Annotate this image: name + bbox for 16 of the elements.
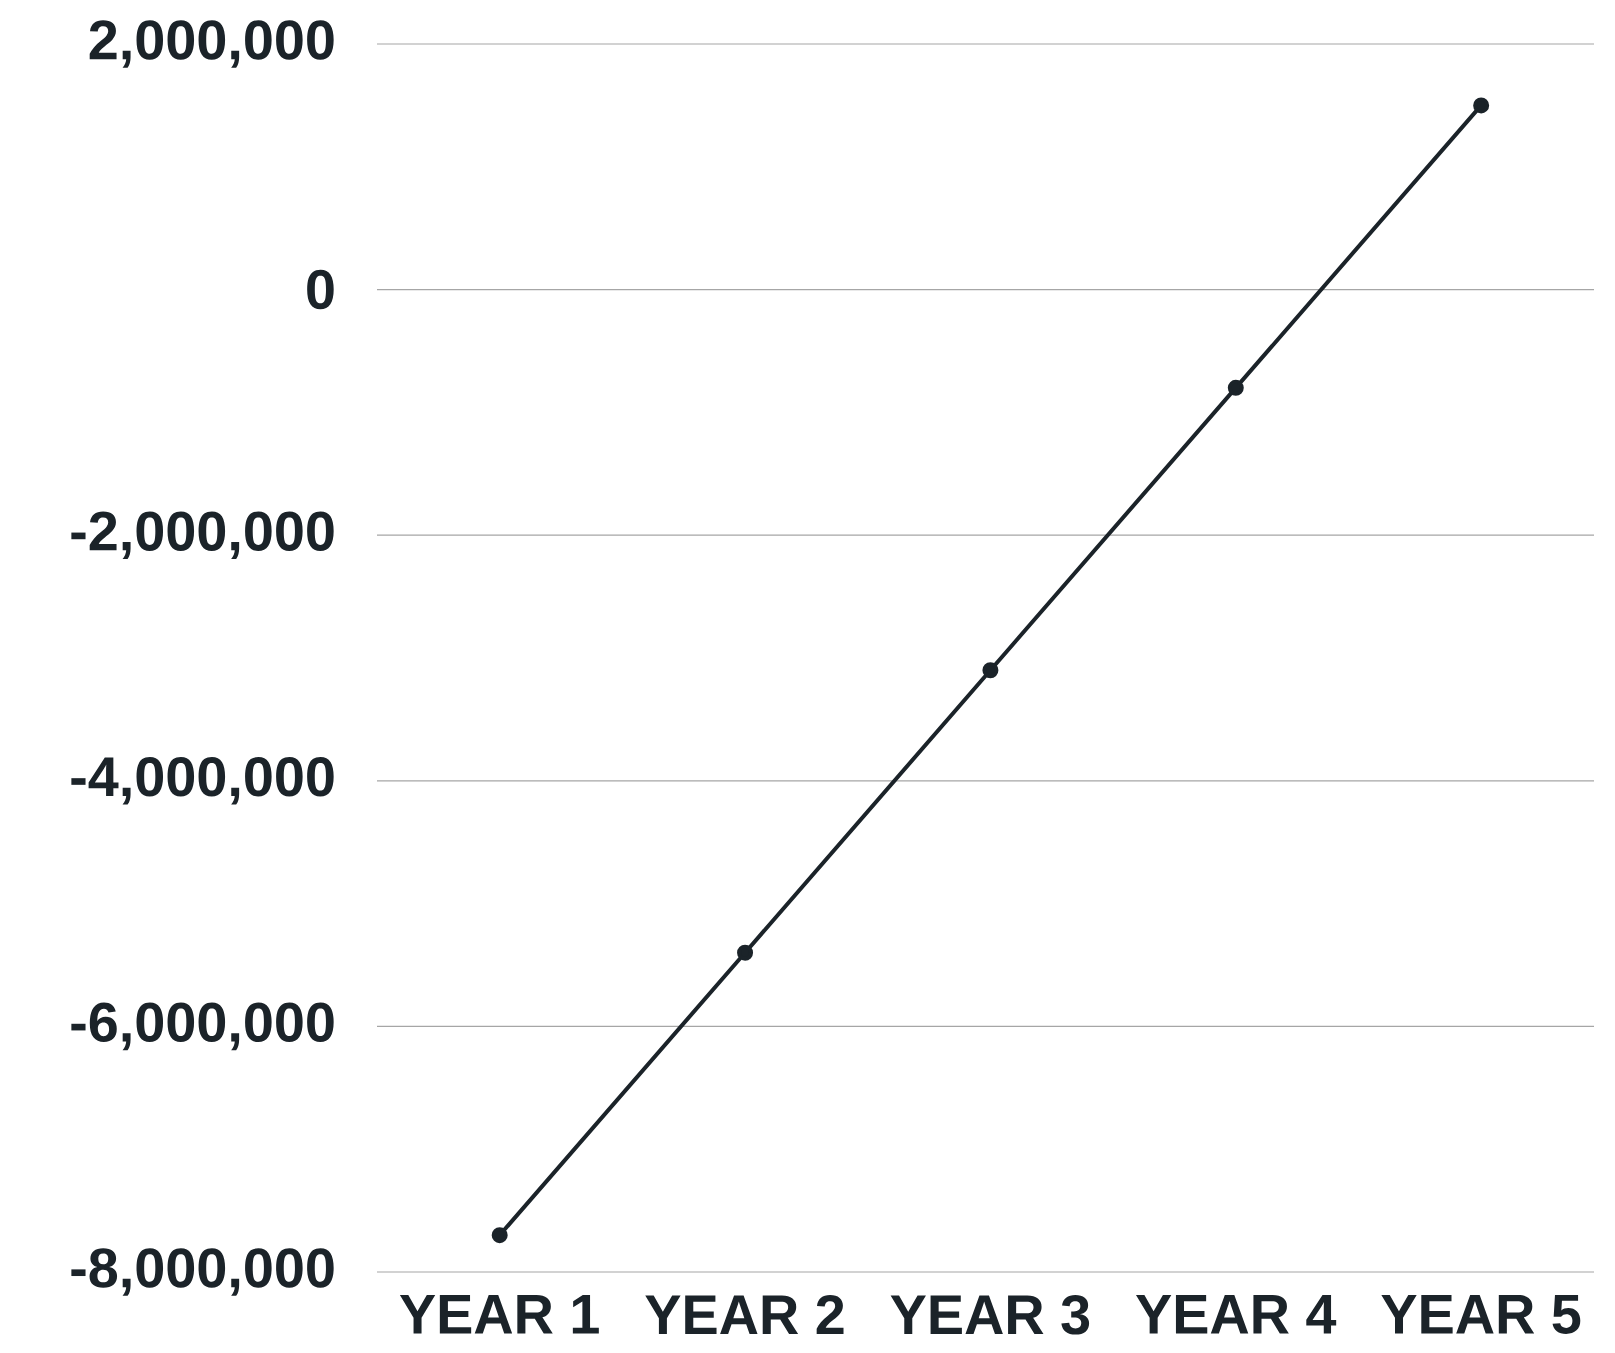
y-tick-label: -8,000,000	[71, 1248, 334, 1296]
y-tick-label: 0	[307, 269, 334, 310]
y-tick-label: -4,000,000	[71, 757, 334, 805]
x-tick-label: YEAR 5	[1381, 1295, 1581, 1334]
point	[491, 1227, 508, 1244]
point	[1227, 379, 1244, 396]
x-tick-label: YEAR 3	[890, 1295, 1090, 1335]
x-tick-label: YEAR 4	[1135, 1295, 1337, 1334]
x-tick-label: YEAR 2	[645, 1295, 844, 1334]
point	[737, 944, 754, 961]
point	[1473, 97, 1490, 114]
y-tick-label: -2,000,000	[71, 511, 334, 559]
point	[982, 662, 999, 679]
y-tick-label: -6,000,000	[71, 1002, 334, 1051]
y-tick-label: 2,000,000	[89, 20, 334, 68]
x-tick-label: YEAR 1	[399, 1295, 599, 1334]
